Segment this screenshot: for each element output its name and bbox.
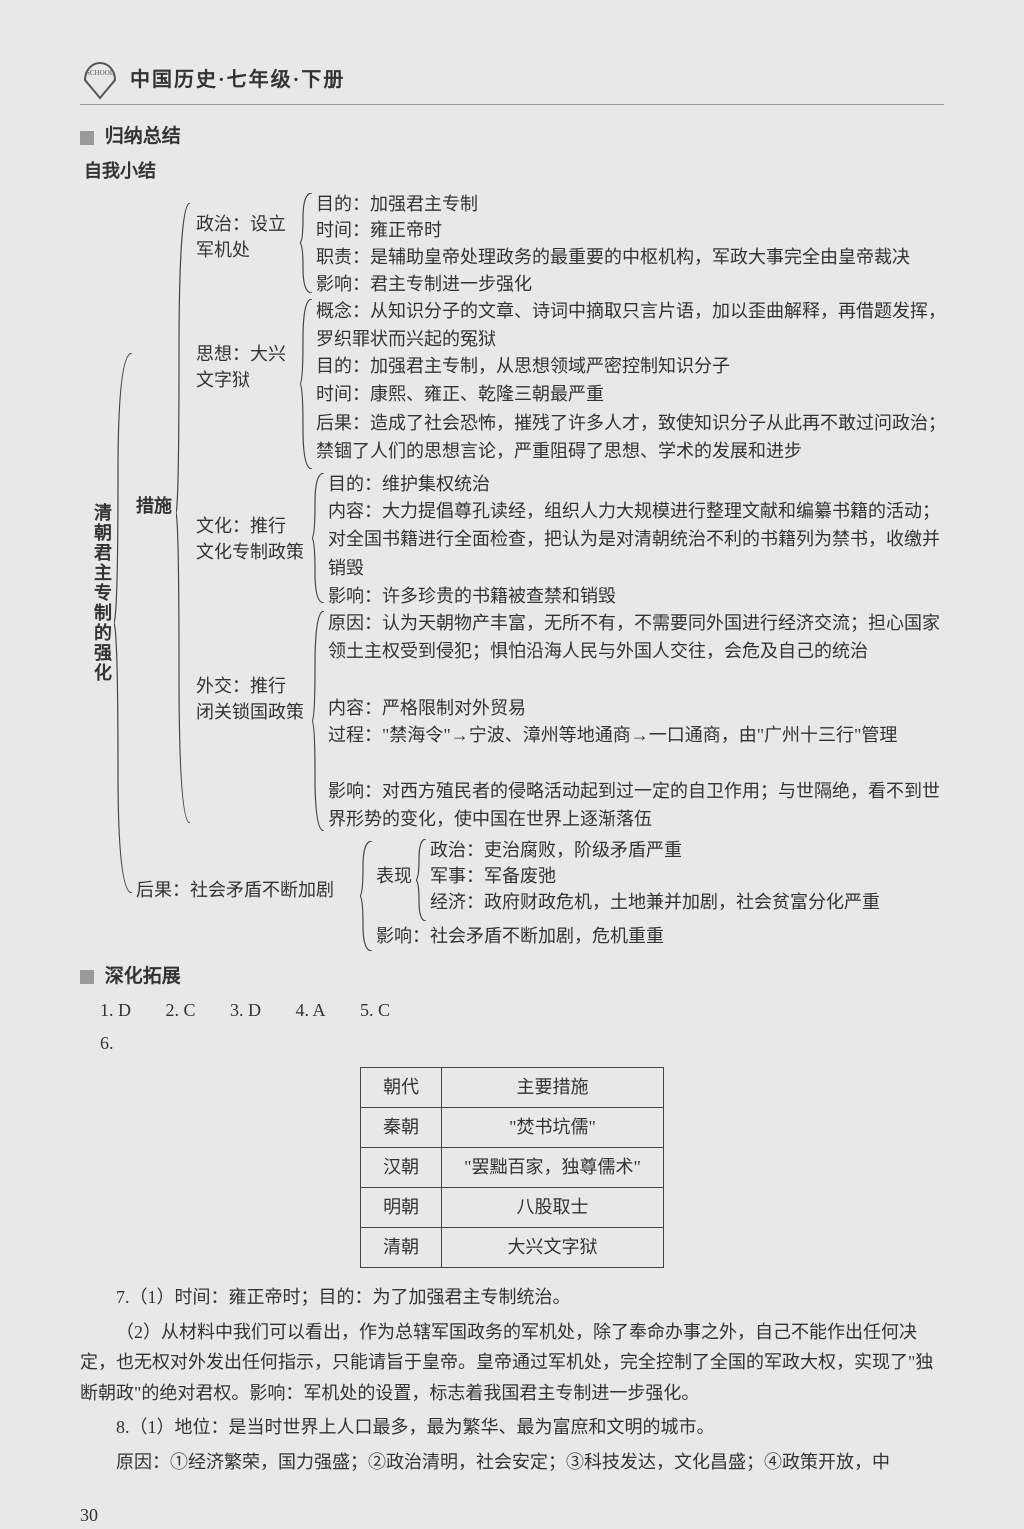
answer-1: 1. D <box>100 1000 131 1020</box>
tree-wenhua: 文化：推行 <box>196 513 286 540</box>
tree-wenhuazz: 文化专制政策 <box>196 539 304 566</box>
table-row: 汉朝 "罢黜百家，独尊儒术" <box>361 1148 664 1188</box>
heading-shenhua-text: 深化拓展 <box>105 966 181 987</box>
table-cell: 大兴文字狱 <box>442 1228 664 1268</box>
table-cell: 八股取士 <box>442 1188 664 1228</box>
table-row: 明朝 八股取士 <box>361 1188 664 1228</box>
page-number: 30 <box>80 1502 944 1529</box>
tree-wenziyu: 文字狱 <box>196 367 250 394</box>
page-header: SCHOOL 中国历史·七年级·下册 <box>80 60 944 105</box>
tree-biguan: 闭关锁国政策 <box>196 699 304 726</box>
answer-2: 2. C <box>166 1000 196 1020</box>
tree-hg-zz: 政治：吏治腐败，阶级矛盾严重 <box>430 837 682 864</box>
table-cell: "罢黜百家，独尊儒术" <box>442 1148 664 1188</box>
table-cell: "焚书坑儒" <box>442 1108 664 1148</box>
tree-hg-jj: 经济：政府财政危机，土地兼并加剧，社会贫富分化严重 <box>430 889 880 916</box>
tree-cuoshi: 措施 <box>136 493 172 520</box>
brace-icon <box>114 353 134 893</box>
answer-4: 4. A <box>296 1000 326 1020</box>
paragraph-7-1: 7.（1）时间：雍正帝时；目的：为了加强君主专制统治。 <box>80 1282 944 1313</box>
table-cell: 明朝 <box>361 1188 442 1228</box>
tree-hg-bx: 表现 <box>376 863 412 890</box>
tree-wj-yx: 影响：对西方殖民者的侵略活动起到过一定的自卫作用；与世隔绝，看不到世界形势的变化… <box>328 777 948 835</box>
answer-6-label: 6. <box>100 1030 944 1057</box>
tree-wj-yy: 原因：认为天朝物产丰富，无所不有，不需要同外国进行经济交流；担心国家领土主权受到… <box>328 609 948 667</box>
paragraph-8-1: 8.（1）地位：是当时世界上人口最多，最为繁华、最为富庶和文明的城市。 <box>80 1412 944 1443</box>
tree-wh-mudi: 目的：维护集权统治 <box>328 471 490 498</box>
paragraph-7-2: （2）从材料中我们可以看出，作为总辖军国政务的军机处，除了奉命办事之外，自己不能… <box>80 1317 944 1409</box>
tree-zz-yx: 影响：君主专制进一步强化 <box>316 271 532 298</box>
tree-wj-nr: 内容：严格限制对外贸易 <box>328 695 526 722</box>
tree-sx-mudi: 目的：加强君主专制，从思想领域严密控制知识分子 <box>316 353 730 380</box>
tree-sixiang: 思想：大兴 <box>196 341 286 368</box>
table-cell: 秦朝 <box>361 1108 442 1148</box>
tree-diagram: 清朝君主专制的强化 措施 政治：设立 军机处 目的：加强君主专制 时间：雍正帝时… <box>80 193 944 953</box>
brace-icon <box>300 193 314 293</box>
tree-sx-hg: 后果：造成了社会恐怖，摧残了许多人才，致使知识分子从此再不敢过问政治；禁锢了人们… <box>316 409 956 467</box>
answer-3: 3. D <box>230 1000 261 1020</box>
table-header-measure: 主要措施 <box>442 1068 664 1108</box>
tree-zz-zhize: 职责：是辅助皇帝处理政务的最重要的中枢机构，军政大事完全由皇帝裁决 <box>316 243 956 272</box>
section-marker-icon <box>80 131 94 145</box>
tree-hg-yx: 影响：社会矛盾不断加剧，危机重重 <box>376 923 664 950</box>
tree-zz-mudi: 目的：加强君主专制 <box>316 191 478 218</box>
section-guina: 归纳总结 自我小结 <box>80 123 944 185</box>
heading-shenhua: 深化拓展 <box>80 963 944 992</box>
answer-5: 5. C <box>360 1000 390 1020</box>
brace-icon <box>416 839 428 921</box>
brace-icon <box>312 473 326 603</box>
tree-wj-gc: 过程："禁海令"→宁波、漳州等地通商→一口通商，由"广州十三行"管理 <box>328 721 948 750</box>
table-row: 清朝 大兴文字狱 <box>361 1228 664 1268</box>
subheading-ziwo: 自我小结 <box>84 158 944 185</box>
table-cell: 清朝 <box>361 1228 442 1268</box>
brace-icon <box>360 841 374 951</box>
q6-table: 朝代 主要措施 秦朝 "焚书坑儒" 汉朝 "罢黜百家，独尊儒术" 明朝 八股取士… <box>360 1067 664 1268</box>
brace-icon <box>300 299 314 469</box>
book-title: 中国历史·七年级·下册 <box>130 65 345 95</box>
answers-row: 1. D 2. C 3. D 4. A 5. C <box>100 997 944 1024</box>
svg-text:SCHOOL: SCHOOL <box>86 69 114 77</box>
tree-junjichu: 军机处 <box>196 237 250 264</box>
table-row: 朝代 主要措施 <box>361 1068 664 1108</box>
heading-guina-text: 归纳总结 <box>105 126 181 147</box>
paragraph-8-2: 原因：①经济繁荣，国力强盛；②政治清明，社会安定；③科技发达，文化昌盛；④政策开… <box>80 1447 944 1478</box>
section-shenhua: 深化拓展 1. D 2. C 3. D 4. A 5. C 6. 朝代 主要措施… <box>80 963 944 1478</box>
school-badge-icon: SCHOOL <box>80 60 120 100</box>
tree-zhengzhi: 政治：设立 <box>196 211 286 238</box>
tree-houguo: 后果：社会矛盾不断加剧 <box>136 877 334 904</box>
tree-root-label: 清朝君主专制的强化 <box>88 503 115 683</box>
brace-icon <box>176 203 192 823</box>
table-header-dynasty: 朝代 <box>361 1068 442 1108</box>
tree-waijiao: 外交：推行 <box>196 673 286 700</box>
tree-sx-sj: 时间：康熙、雍正、乾隆三朝最严重 <box>316 381 604 408</box>
tree-zz-shijian: 时间：雍正帝时 <box>316 217 442 244</box>
tree-hg-js: 军事：军备废弛 <box>430 863 556 890</box>
brace-icon <box>312 611 326 831</box>
table-cell: 汉朝 <box>361 1148 442 1188</box>
heading-guina: 归纳总结 <box>80 123 944 152</box>
table-row: 秦朝 "焚书坑儒" <box>361 1108 664 1148</box>
tree-wh-nr: 内容：大力提倡尊孔读经，组织人力大规模进行整理文献和编纂书籍的活动；对全国书籍进… <box>328 497 948 583</box>
tree-wh-yx: 影响：许多珍贵的书籍被查禁和销毁 <box>328 583 616 610</box>
tree-sx-gn: 概念：从知识分子的文章、诗词中摘取只言片语，加以歪曲解释，再借题发挥，罗织罪状而… <box>316 297 956 355</box>
section-marker-icon <box>80 970 94 984</box>
